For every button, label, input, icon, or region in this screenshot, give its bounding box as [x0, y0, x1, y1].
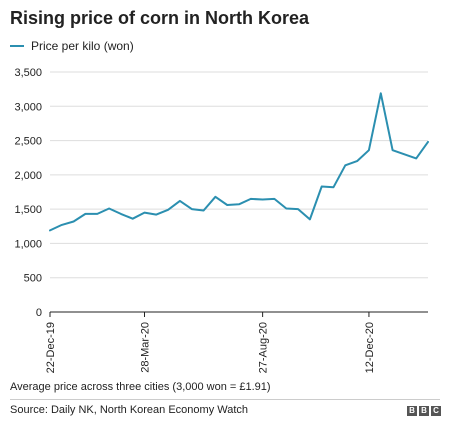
x-tick-label: 22-Dec-19 [45, 322, 57, 373]
bbc-logo-block: B [419, 406, 429, 416]
bbc-logo-block: B [407, 406, 417, 416]
series-layer [49, 92, 429, 232]
chart-title: Rising price of corn in North Korea [10, 8, 310, 28]
footer-divider [10, 399, 440, 400]
y-tick-label: 2,500 [14, 136, 42, 148]
y-tick-label: 500 [24, 273, 42, 285]
gridlines [50, 71, 428, 279]
x-tick-label: 27-Aug-20 [258, 322, 270, 373]
y-tick-label: 0 [36, 307, 42, 319]
y-tick-label: 1,000 [14, 238, 42, 250]
source-text: Source: Daily NK, North Korean Economy W… [10, 404, 249, 416]
y-tick-label: 1,500 [14, 204, 42, 216]
series-line-price-per-kilo [49, 92, 429, 232]
bbc-logo: B B C [407, 406, 441, 416]
chart-note: Average price across three cities (3,000… [10, 381, 271, 393]
y-tick-label: 2,000 [14, 170, 42, 182]
bbc-logo-block: C [431, 406, 441, 416]
x-tick-label: 12-Dec-20 [364, 322, 376, 373]
legend-swatch [10, 45, 24, 47]
axes [49, 311, 428, 317]
y-tick-label: 3,000 [14, 101, 42, 113]
x-tick-labels: 22-Dec-1928-Mar-2027-Aug-2012-Dec-2002-J… [45, 322, 376, 373]
y-tick-labels: 0 500 1,000 1,500 2,000 2,500 3,000 3,500 [14, 67, 42, 319]
y-tick-label: 3,500 [14, 67, 42, 79]
legend: Price per kilo (won) [10, 39, 134, 53]
x-tick-label: 28-Mar-20 [140, 322, 152, 373]
legend-label: Price per kilo (won) [31, 39, 134, 53]
